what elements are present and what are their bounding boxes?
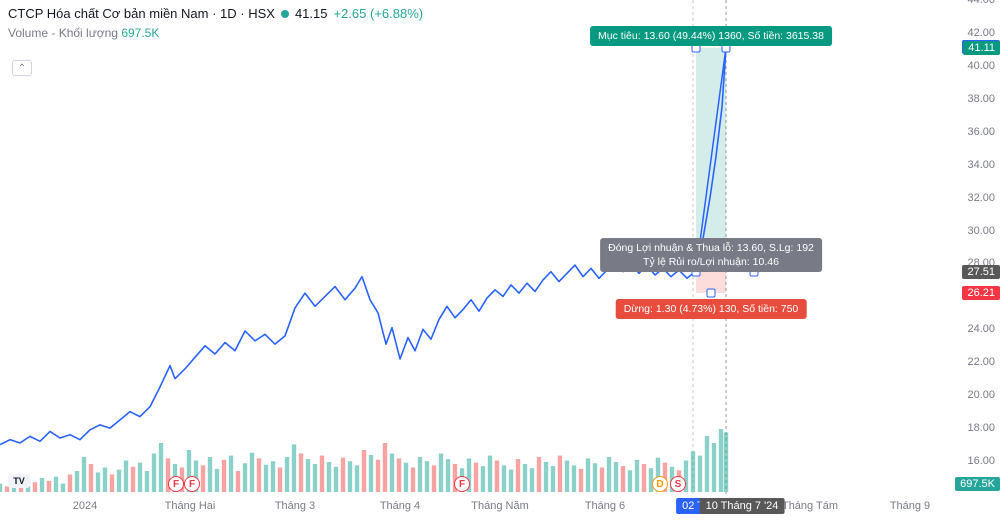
- event-marker[interactable]: F: [454, 476, 470, 492]
- event-marker[interactable]: D: [652, 476, 668, 492]
- x-tick-label: Tháng 4: [380, 500, 420, 512]
- y-tick-label: 30.00: [967, 225, 995, 237]
- y-tick-label: 40.00: [967, 60, 995, 72]
- y-tick-label: 16.00: [967, 455, 995, 467]
- y-price-marker[interactable]: 26.21: [962, 286, 1000, 300]
- y-axis[interactable]: 44.00 42.00 40.00 38.00 36.00 34.00 32.00 30.00…: [960, 0, 1000, 494]
- y-tick-label: 38.00: [967, 93, 995, 105]
- trade-stop-label[interactable]: Dừng: 1.30 (4.73%) 130, Số tiền: 750: [616, 299, 807, 319]
- volume-axis-marker: 697.5K: [955, 477, 1000, 491]
- y-tick-label: 34.00: [967, 159, 995, 171]
- event-marker[interactable]: F: [184, 476, 200, 492]
- tradingview-logo[interactable]: TV: [8, 474, 30, 488]
- trade-entry-label[interactable]: Đóng Lợi nhuận & Thua lỗ: 13.60, S.Lg: 1…: [600, 238, 822, 272]
- trade-entry-line1: Đóng Lợi nhuận & Thua lỗ: 13.60, S.Lg: 1…: [608, 241, 814, 255]
- y-tick-label: 44.00: [967, 0, 995, 6]
- event-marker[interactable]: F: [168, 476, 184, 492]
- x-tick-label: Tháng 3: [275, 500, 315, 512]
- trade-tool-handle[interactable]: [707, 288, 716, 297]
- y-tick-label: 18.00: [967, 422, 995, 434]
- x-tick-label: Tháng 9: [890, 500, 930, 512]
- y-price-marker[interactable]: 27.51: [962, 265, 1000, 279]
- x-tick-label: Tháng 6: [585, 500, 625, 512]
- y-tick-label: 32.00: [967, 192, 995, 204]
- x-tick-label: 2024: [73, 500, 97, 512]
- x-tick-label: Tháng Năm: [471, 500, 528, 512]
- x-tick-label: Tháng Hai: [165, 500, 216, 512]
- y-tick-label: 20.00: [967, 389, 995, 401]
- x-tick-label: Tháng Tám: [782, 500, 838, 512]
- x-axis[interactable]: 2024 Tháng Hai Tháng 3 Tháng 4 Tháng Năm Thán…: [0, 494, 960, 524]
- y-tick-label: 42.00: [967, 27, 995, 39]
- y-price-marker[interactable]: 41.11: [963, 41, 1000, 55]
- y-tick-label: 24.00: [967, 323, 995, 335]
- trade-entry-line2: Tỷ lệ Rủi ro/Lợi nhuận: 10.46: [608, 255, 814, 269]
- x-date-marker[interactable]: 10 Tháng 7 '24: [700, 498, 785, 514]
- y-tick-label: 22.00: [967, 356, 995, 368]
- trade-target-label[interactable]: Mục tiêu: 13.60 (49.44%) 1360, Số tiền: …: [590, 26, 832, 46]
- event-marker[interactable]: S: [670, 476, 686, 492]
- y-tick-label: 36.00: [967, 126, 995, 138]
